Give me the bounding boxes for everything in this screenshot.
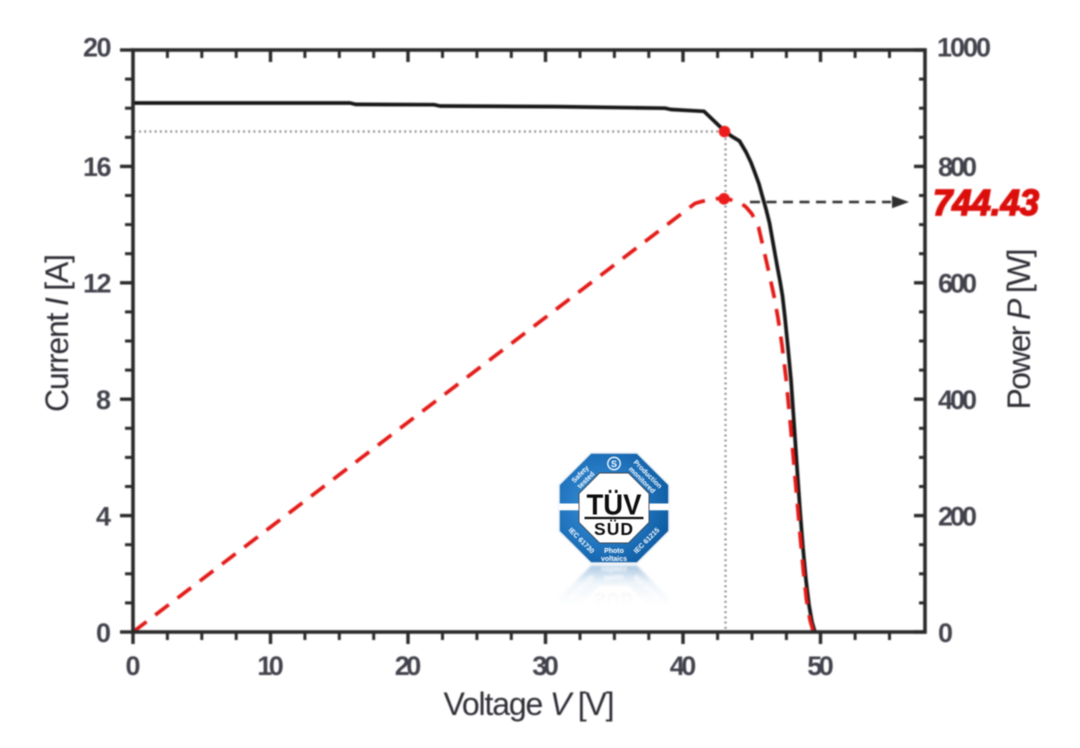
svg-text:800: 800	[938, 152, 977, 182]
svg-text:20: 20	[395, 651, 422, 681]
svg-text:0: 0	[96, 618, 111, 648]
svg-text:40: 40	[670, 651, 697, 681]
svg-text:400: 400	[938, 385, 977, 415]
svg-text:Current I [A]: Current I [A]	[39, 254, 75, 412]
svg-text:1000: 1000	[937, 32, 991, 62]
svg-text:50: 50	[807, 651, 834, 681]
svg-text:0: 0	[125, 651, 140, 681]
svg-text:8: 8	[96, 385, 111, 415]
svg-text:10: 10	[257, 651, 284, 681]
svg-text:600: 600	[938, 269, 977, 299]
svg-text:30: 30	[532, 651, 559, 681]
svg-text:744.43: 744.43	[933, 182, 1039, 223]
svg-text:16: 16	[83, 152, 112, 182]
svg-text:4: 4	[96, 501, 111, 531]
svg-text:20: 20	[83, 32, 112, 62]
svg-text:Voltage V [V]: Voltage V [V]	[444, 686, 615, 722]
svg-text:12: 12	[83, 269, 112, 299]
svg-text:200: 200	[938, 501, 977, 531]
svg-text:0: 0	[938, 618, 953, 648]
svg-text:Power P [W]: Power P [W]	[1001, 249, 1037, 410]
